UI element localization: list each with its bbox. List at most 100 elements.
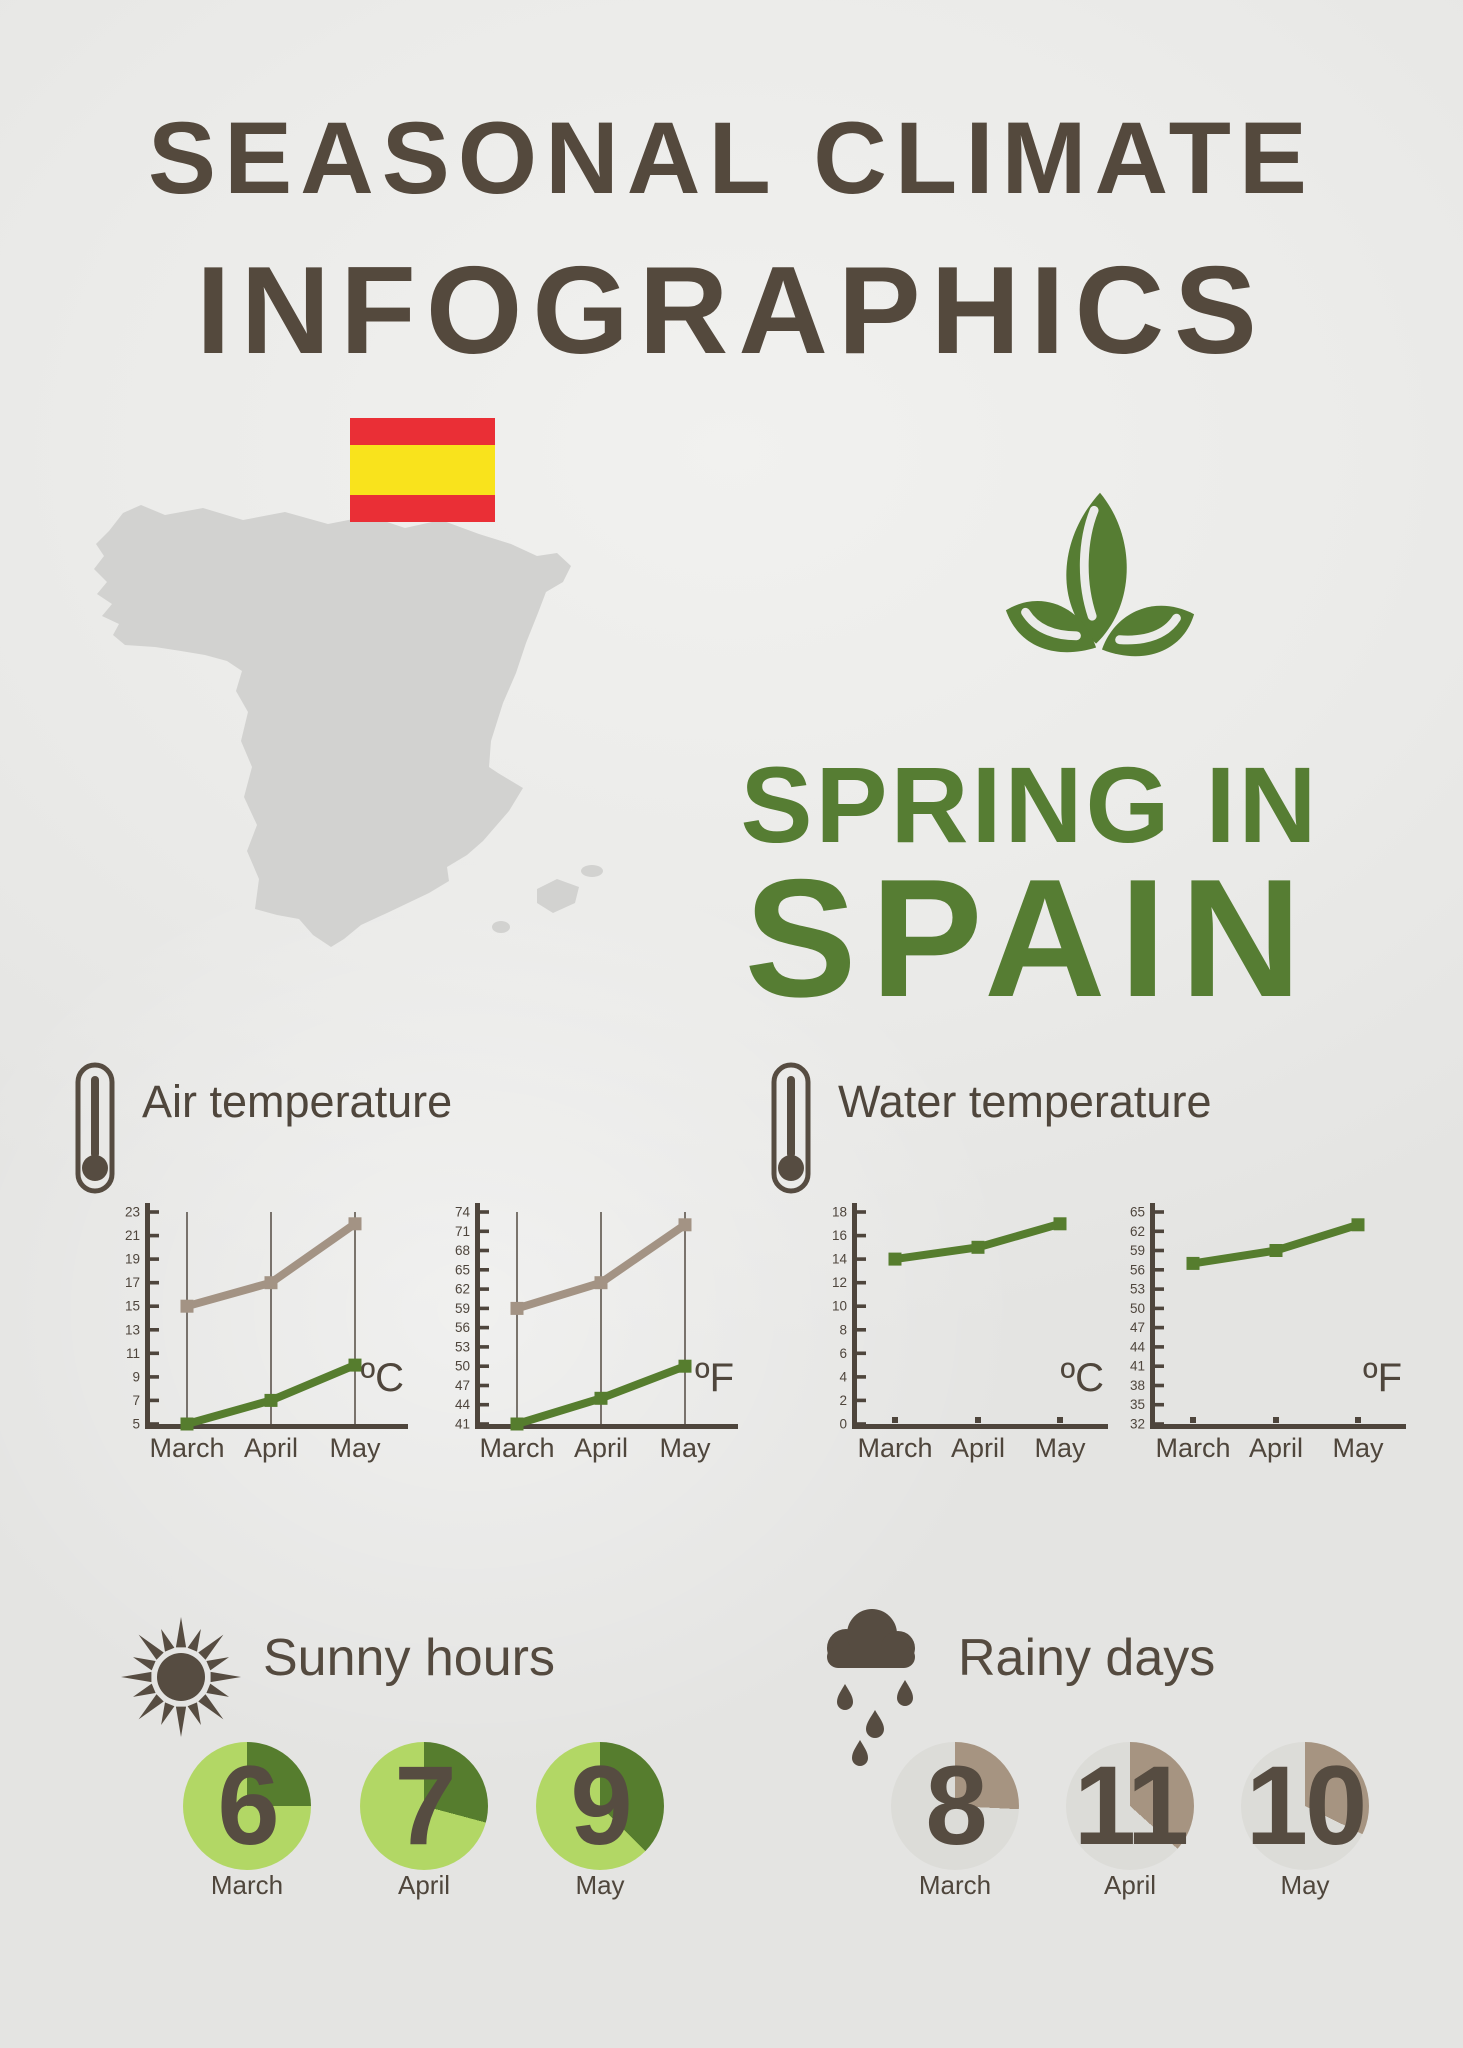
leaf-center-vein — [1079, 505, 1099, 621]
sunny-pie-month-label: May — [575, 1870, 625, 1900]
sun-ray — [206, 1683, 229, 1697]
data-point — [510, 1301, 524, 1315]
month-gridline — [354, 1212, 356, 1424]
rainy-pie-month-label: March — [918, 1870, 992, 1900]
sunny-section-title: Sunny hours — [263, 1629, 555, 1687]
y-tick — [857, 1210, 866, 1214]
y-tick-label: 50 — [1130, 1301, 1145, 1316]
y-axis — [475, 1203, 480, 1424]
y-tick-label: 11 — [126, 1346, 140, 1361]
data-point — [264, 1276, 278, 1290]
month-label: April — [244, 1433, 298, 1463]
sun-ray — [161, 1629, 175, 1652]
rainy-days-pie-march: 8 — [891, 1742, 1019, 1870]
data-point — [1351, 1218, 1365, 1232]
y-tick-label: 18 — [832, 1205, 847, 1220]
y-tick — [480, 1210, 489, 1214]
month-label: May — [659, 1433, 711, 1463]
rainy-days-value: 10 — [1245, 1743, 1368, 1868]
y-tick-label: 38 — [1130, 1378, 1145, 1393]
y-tick — [857, 1398, 866, 1403]
spain-mainland — [94, 505, 571, 947]
water-temperature-celsius-chart: 0 2 4 6 8 10 12 14 16 18 ºC March April May — [832, 1203, 1108, 1463]
y-tick-label: 50 — [455, 1359, 470, 1374]
sunny-hours-value: 7 — [394, 1743, 456, 1868]
y-tick — [1155, 1345, 1164, 1349]
unit-label: ºC — [361, 1356, 405, 1400]
data-point — [180, 1417, 194, 1431]
y-tick — [480, 1345, 489, 1349]
y-tick-label: 65 — [455, 1262, 470, 1277]
month-label: March — [479, 1433, 554, 1463]
y-tick-label: 2 — [839, 1393, 847, 1408]
y-tick — [150, 1280, 159, 1285]
month-label: March — [1155, 1433, 1230, 1463]
y-axis — [145, 1203, 150, 1424]
data-point — [594, 1391, 608, 1405]
month-tick — [1273, 1417, 1279, 1423]
air-temperature-fahrenheit-chart: 41 44 47 50 53 56 59 62 65 68 71 74 ºF March April May — [455, 1203, 738, 1463]
x-axis — [145, 1424, 408, 1429]
month-label: May — [1034, 1433, 1086, 1463]
y-tick-label: 19 — [125, 1252, 140, 1267]
y-tick — [150, 1257, 159, 1261]
spain-flag — [350, 418, 495, 522]
unit-label: ºF — [695, 1356, 734, 1400]
y-tick — [1155, 1248, 1164, 1253]
water-section-title: Water temperature — [838, 1076, 1212, 1127]
sunny-hours-value: 9 — [570, 1743, 632, 1868]
data-point — [510, 1417, 524, 1431]
y-tick — [480, 1306, 489, 1311]
y-tick — [857, 1233, 866, 1238]
month-tick — [1355, 1417, 1361, 1423]
y-tick-label: 47 — [455, 1378, 470, 1393]
air-temperature-celsius-chart: 5 7 9 11 13 15 17 19 21 23 ºC March April May — [125, 1203, 408, 1463]
y-tick — [1155, 1210, 1164, 1214]
y-axis — [1150, 1203, 1155, 1424]
sun-ray — [198, 1634, 224, 1660]
month-label: April — [1249, 1433, 1303, 1463]
y-tick — [480, 1268, 489, 1272]
thermometer-icon — [771, 1062, 811, 1194]
rainy-days-pie-may: 10 — [1241, 1742, 1369, 1870]
y-tick — [857, 1257, 866, 1261]
y-tick — [480, 1248, 489, 1253]
country-title: SPAIN — [744, 844, 1316, 1032]
y-tick-label: 5 — [132, 1417, 140, 1432]
month-tick — [975, 1417, 981, 1423]
y-tick — [1155, 1268, 1164, 1272]
sun-ray — [198, 1694, 224, 1720]
sun-ray — [210, 1671, 241, 1683]
y-tick — [480, 1287, 489, 1291]
y-tick-label: 13 — [125, 1322, 140, 1337]
ibiza-island — [492, 921, 510, 933]
y-tick-label: 16 — [832, 1228, 847, 1243]
month-label: May — [1332, 1433, 1384, 1463]
y-tick-label: 14 — [832, 1252, 848, 1267]
data-point — [678, 1359, 692, 1373]
unit-label: ºF — [1363, 1356, 1402, 1400]
data-point — [348, 1358, 362, 1372]
y-tick-label: 7 — [132, 1393, 140, 1408]
spain-map — [94, 505, 603, 947]
leaf-right-vein — [1115, 613, 1181, 645]
y-tick — [150, 1398, 159, 1403]
rainy-days-value: 11 — [1073, 1743, 1189, 1868]
data-point — [678, 1218, 692, 1232]
month-label: May — [329, 1433, 381, 1463]
page-title-line2: INFOGRAPHICS — [196, 242, 1267, 380]
y-tick-label: 41 — [455, 1417, 470, 1432]
month-gridline — [600, 1212, 602, 1424]
y-tick — [150, 1304, 159, 1308]
y-tick — [480, 1229, 489, 1234]
mallorca-island — [537, 879, 579, 913]
y-tick-label: 56 — [1130, 1262, 1145, 1277]
y-tick-label: 53 — [455, 1339, 470, 1354]
y-tick-label: 23 — [125, 1205, 140, 1220]
y-tick — [857, 1280, 866, 1285]
sunny-pie-month-label: March — [210, 1870, 284, 1900]
data-point — [1186, 1256, 1200, 1270]
y-tick-label: 15 — [125, 1299, 140, 1314]
air-section-title: Air temperature — [142, 1076, 453, 1127]
